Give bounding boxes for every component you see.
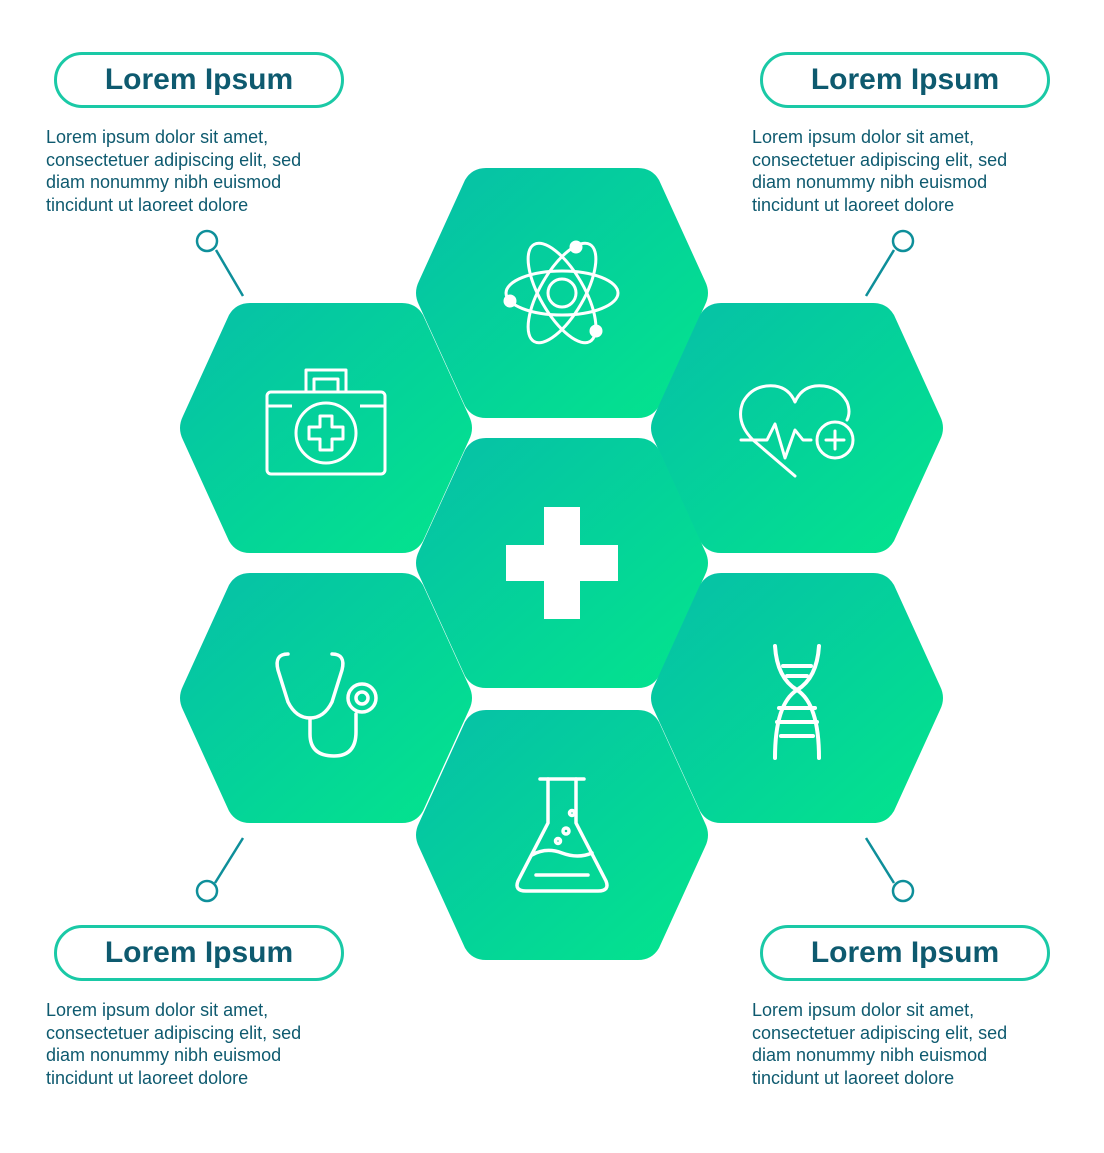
heart-rate-plus-icon bbox=[739, 384, 855, 478]
lab-flask-icon bbox=[515, 777, 609, 893]
connector-bottom-right bbox=[864, 837, 915, 903]
card-top-left-text: Lorem ipsum dolor sit amet, consectetuer… bbox=[46, 127, 302, 215]
card-top-right-text: Lorem ipsum dolor sit amet, consectetuer… bbox=[752, 127, 1008, 215]
card-bottom-left-title: Lorem Ipsum bbox=[54, 925, 344, 981]
hexagon-upper-right bbox=[651, 303, 943, 553]
card-bottom-right-text: Lorem ipsum dolor sit amet, consectetuer… bbox=[752, 1000, 1008, 1088]
atom-icon bbox=[503, 240, 620, 345]
card-bottom-left-text: Lorem ipsum dolor sit amet, consectetuer… bbox=[46, 1000, 302, 1088]
hexagon-bottom bbox=[416, 710, 708, 960]
hexagon-upper-left bbox=[180, 303, 472, 553]
connector-top-left bbox=[195, 229, 245, 297]
hexagon-lower-left bbox=[180, 573, 472, 823]
first-aid-kit-icon bbox=[265, 368, 387, 476]
hexagon-center bbox=[416, 438, 708, 688]
hexagon-lower-right bbox=[651, 573, 943, 823]
connector-bottom-left bbox=[195, 837, 245, 903]
stethoscope-icon bbox=[275, 652, 378, 758]
card-top-left-title: Lorem Ipsum bbox=[54, 52, 344, 108]
dna-icon bbox=[773, 644, 821, 760]
card-top-right-title: Lorem Ipsum bbox=[760, 52, 1050, 108]
card-bottom-right-title: Lorem Ipsum bbox=[760, 925, 1050, 981]
medical-cross-icon bbox=[506, 507, 618, 619]
hexagon-top bbox=[416, 168, 708, 418]
connector-top-right bbox=[864, 229, 915, 297]
